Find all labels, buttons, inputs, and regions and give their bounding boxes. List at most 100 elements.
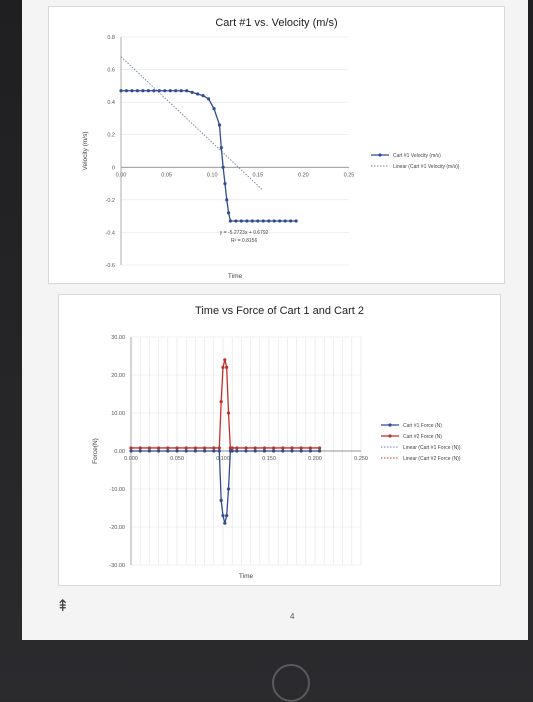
y-tick-label: 0.8 (107, 35, 115, 41)
y-tick-label: 20.00 (111, 373, 125, 379)
x-tick-label: 0.00 (116, 172, 127, 178)
data-point (185, 89, 189, 93)
legend-marker (388, 434, 392, 438)
data-point (253, 446, 257, 450)
x-tick-label: 0.100 (216, 456, 230, 462)
document-page: Cart #1 vs. Velocity (m/s) 0.8 0.6 0.4 0.2 0… (22, 0, 528, 640)
series-line-1 (121, 90, 297, 222)
data-point (318, 446, 322, 450)
force-chart-title: Time vs Force of Cart 1 and Cart 2 (195, 305, 364, 317)
data-point (184, 446, 188, 450)
data-point (219, 400, 223, 404)
data-point (262, 449, 266, 453)
series-line-1 (131, 450, 320, 524)
legend-label: Linear (Cart #1 Force (N)) (403, 445, 461, 451)
data-point (225, 514, 229, 518)
data-point (223, 521, 227, 525)
legend-label: Linear (Cart #1 Velocity (m/s)) (393, 164, 460, 170)
data-point (203, 449, 207, 453)
data-point (212, 449, 216, 453)
trendline (120, 56, 263, 191)
y-axis-label: Force(N) (92, 438, 99, 464)
data-point (212, 107, 216, 111)
x-tick-label: 0.05 (161, 172, 172, 178)
data-point (228, 219, 233, 223)
data-point (261, 219, 265, 223)
data-point (226, 487, 231, 491)
data-point (196, 92, 200, 96)
back-arrow-icon[interactable]: ⇞ (56, 598, 70, 615)
data-point (226, 411, 231, 415)
data-point (138, 449, 142, 453)
legend-label: Linear (Cart #2 Force (N)) (403, 456, 461, 462)
data-point (138, 446, 142, 450)
legend-label: Cart #1 Force (N) (403, 423, 442, 429)
data-point (239, 219, 243, 223)
data-point (157, 449, 161, 453)
legend-marker (378, 153, 382, 157)
data-point (217, 123, 222, 127)
y-tick-label: -0.2 (106, 198, 115, 204)
data-point (168, 89, 172, 93)
data-point (135, 89, 140, 93)
data-point (130, 89, 134, 93)
data-point (253, 449, 257, 453)
data-point (201, 94, 205, 98)
data-point (244, 449, 248, 453)
data-point (250, 219, 254, 223)
x-axis-label: Time (228, 273, 243, 280)
data-point (281, 449, 285, 453)
data-point (212, 446, 216, 450)
data-point (119, 89, 123, 93)
page-number: 4 (290, 612, 295, 621)
velocity-chart-title: Cart #1 vs. Velocity (m/s) (215, 17, 338, 29)
data-point (157, 89, 161, 93)
home-button[interactable] (272, 664, 310, 702)
data-point (217, 446, 221, 450)
data-point (245, 219, 249, 223)
data-point (129, 446, 133, 450)
data-point (290, 449, 294, 453)
data-point (225, 365, 229, 369)
y-tick-label: 0.4 (107, 100, 115, 106)
x-tick-label: 0.000 (124, 456, 138, 462)
y-tick-label: 10.00 (111, 411, 125, 417)
data-point (308, 446, 312, 450)
data-point (147, 449, 151, 453)
x-tick-label: 0.20 (298, 172, 309, 178)
legend-label: Cart #2 Force (N) (403, 434, 442, 440)
data-point (318, 449, 322, 453)
data-point (299, 446, 303, 450)
data-point (146, 89, 150, 93)
x-tick-label: 0.250 (354, 456, 368, 462)
data-point (272, 446, 276, 450)
data-point (221, 514, 225, 518)
data-point (262, 446, 266, 450)
y-tick-label: 30.00 (111, 335, 125, 341)
data-point (221, 365, 225, 369)
data-point (281, 446, 285, 450)
data-point (190, 90, 194, 94)
force-chart: 30.00 20.00 10.00 0.00 -10.00 -20.00 -30.00 0.0… (92, 335, 461, 580)
trendline-r2: R² = 0.8156 (231, 238, 257, 244)
legend-label: Cart #1 Velocity (m/s) (393, 153, 441, 159)
data-point (157, 446, 161, 450)
x-tick-label: 0.15 (252, 172, 263, 178)
data-point (147, 446, 151, 450)
data-point (175, 446, 179, 450)
trendline-equation: y = -5.2723x + 0.6792 (220, 230, 269, 236)
data-point (230, 446, 234, 450)
x-tick-label: 0.050 (170, 456, 184, 462)
x-axis-label: Time (239, 573, 254, 580)
legend-marker (388, 423, 392, 427)
data-point (203, 446, 207, 450)
data-point (290, 446, 294, 450)
data-point (223, 181, 227, 186)
data-point (166, 446, 170, 450)
data-point (223, 358, 227, 362)
data-point (299, 449, 303, 453)
y-tick-label: -0.4 (106, 230, 115, 236)
y-tick-label: -10.00 (109, 487, 125, 493)
data-point (175, 449, 179, 453)
y-tick-label: -20.00 (109, 525, 125, 531)
